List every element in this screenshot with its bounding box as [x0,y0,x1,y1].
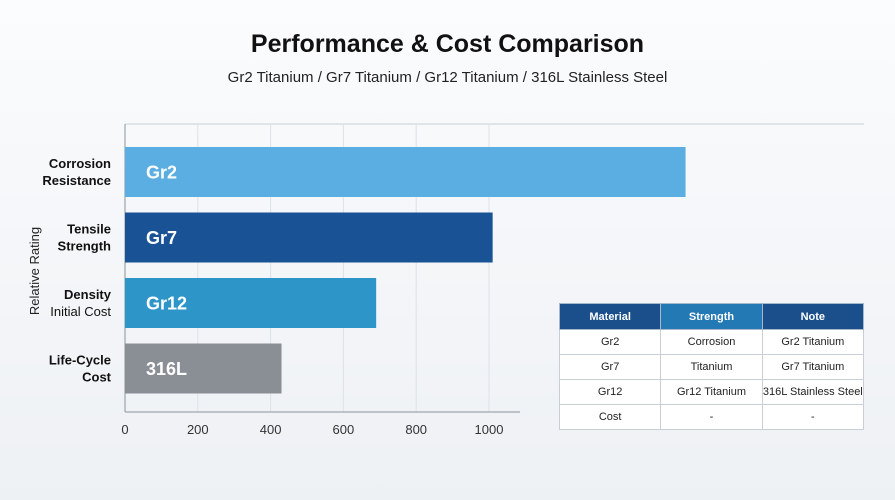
table-header-strength: Strength [660,303,763,330]
category-label-line2: Initial Cost [50,304,111,319]
table-row: Gr12 Gr12 Titanium 316L Stainless Steel [558,379,865,405]
x-tick-label-200: 200 [187,422,209,437]
table-row: Cost - - [558,404,865,430]
table-cell: Titanium [660,354,763,380]
table-cell: - [660,404,763,430]
table-row: Gr7 Titanium Gr7 Titanium [558,354,865,380]
table-cell: Cost [558,404,662,430]
table-cell: Gr2 Titanium [761,329,865,355]
category-label-line2: Cost [82,370,112,385]
x-tick-label-400: 400 [260,422,282,437]
bar-label-gr12: Gr12 [146,294,187,314]
table-row: Gr2 Corrosion Gr2 Titanium [558,329,865,355]
table-header-note: Note [761,303,865,330]
x-tick-label-800: 800 [405,422,427,437]
chart-title: Performance & Cost Comparison [250,30,645,58]
table-cell: Gr7 Titanium [761,354,865,380]
table-cell: Gr12 [558,379,662,405]
bar-gr7 [125,212,493,263]
x-tick-label-0: 0 [121,422,128,437]
table-cell: Gr7 [558,354,662,380]
bar-label-gr7: Gr7 [146,228,177,248]
category-label-line2: Resistance [42,173,111,188]
table-header-material: Material [558,303,662,330]
bar-316l [125,343,282,394]
category-label-line1: Life-Cycle [49,353,111,368]
chart-subtitle: Gr2 Titanium / Gr7 Titanium / Gr12 Titan… [227,69,668,86]
data-table: Material Strength Note Gr2 Corrosion Gr2… [558,303,865,430]
table-cell: 316L Stainless Steel [761,379,865,405]
table-cell: Corrosion [660,329,763,355]
category-label-line2: Strength [58,239,112,254]
bar-label-316l: 316L [146,359,187,379]
table-cell: Gr2 [558,329,662,355]
table-header-row: Material Strength Note [558,303,865,330]
category-label-line1: Corrosion [49,156,111,171]
table-cell: - [761,404,865,430]
category-label-line1: Tensile [67,222,111,237]
bar-gr2 [125,147,686,197]
y-axis-label: Relative Rating [27,227,42,315]
bar-gr12 [125,278,377,328]
x-tick-label-600: 600 [333,422,355,437]
category-label-line1: Density [64,287,112,302]
table-cell: Gr12 Titanium [660,379,763,405]
bar-label-gr2: Gr2 [146,163,177,183]
x-tick-label-1000: 1000 [475,422,504,437]
